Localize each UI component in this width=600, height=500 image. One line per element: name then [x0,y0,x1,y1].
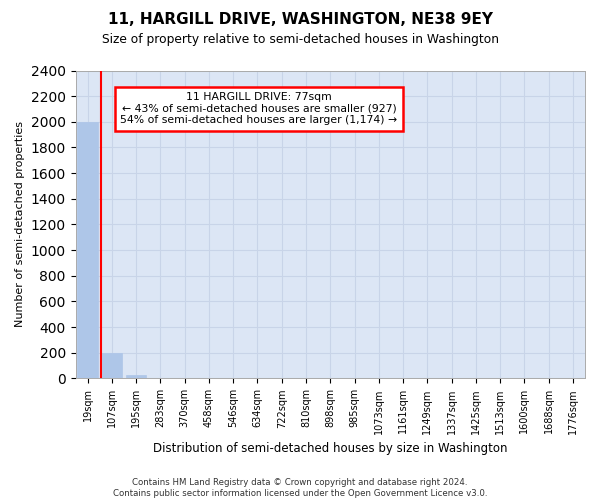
Bar [101,353,122,378]
Bar [77,122,98,378]
Text: 11, HARGILL DRIVE, WASHINGTON, NE38 9EY: 11, HARGILL DRIVE, WASHINGTON, NE38 9EY [107,12,493,28]
Text: Contains HM Land Registry data © Crown copyright and database right 2024.
Contai: Contains HM Land Registry data © Crown c… [113,478,487,498]
X-axis label: Distribution of semi-detached houses by size in Washington: Distribution of semi-detached houses by … [153,442,508,455]
Y-axis label: Number of semi-detached properties: Number of semi-detached properties [15,122,25,328]
Text: Size of property relative to semi-detached houses in Washington: Size of property relative to semi-detach… [101,32,499,46]
Bar [126,375,146,378]
Text: 11 HARGILL DRIVE: 77sqm
← 43% of semi-detached houses are smaller (927)
54% of s: 11 HARGILL DRIVE: 77sqm ← 43% of semi-de… [121,92,398,126]
